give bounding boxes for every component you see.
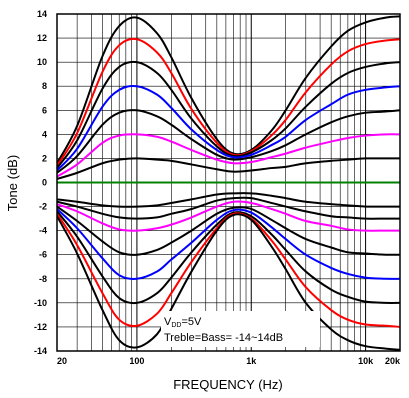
annotation-v: V xyxy=(164,316,172,328)
y-tick-label: 2 xyxy=(42,153,47,163)
y-tick-labels: 14 12 10 8 6 4 2 0 -2 -4 -6 -8 -10 -12 -14 xyxy=(34,9,47,356)
y-tick-label: 6 xyxy=(42,105,47,115)
series-line xyxy=(57,205,400,256)
x-tick-label: 20 xyxy=(57,356,67,366)
y-tick-label: -6 xyxy=(39,250,47,260)
series-line xyxy=(57,210,400,305)
y-tick-label: -14 xyxy=(34,346,47,356)
series-line xyxy=(57,133,400,178)
y-tick-label: 10 xyxy=(37,57,47,67)
y-tick-label: -4 xyxy=(39,226,47,236)
series-line xyxy=(57,192,400,208)
series-line xyxy=(57,37,400,167)
y-axis-label: Tone (dB) xyxy=(5,155,20,211)
y-tick-label: 0 xyxy=(42,178,47,188)
y-tick-label: -12 xyxy=(34,322,47,332)
plot-frame xyxy=(56,13,401,352)
x-axis-label: FREQUENCY (Hz) xyxy=(173,377,283,392)
y-tick-label: 4 xyxy=(42,129,47,139)
x-tick-label: 100 xyxy=(129,356,144,366)
y-tick-label: -8 xyxy=(39,274,47,284)
series-line xyxy=(57,60,400,170)
x-tick-label: 10k xyxy=(358,356,374,366)
series-line xyxy=(57,196,400,220)
annotation-value: =5V xyxy=(181,316,202,328)
series-line xyxy=(57,200,400,232)
y-tick-label: -2 xyxy=(39,202,47,212)
annotation-background xyxy=(161,311,320,347)
y-tick-label: -10 xyxy=(34,298,47,308)
y-tick-label: 14 xyxy=(37,9,47,19)
x-tick-label: 1k xyxy=(246,356,257,366)
annotation-line1: VDD=5V xyxy=(164,316,202,329)
series-line xyxy=(57,212,400,328)
series-line xyxy=(57,213,400,351)
series-line xyxy=(57,207,400,280)
series-line xyxy=(57,109,400,174)
series-group xyxy=(57,15,400,351)
annotation-line2: Treble=Bass= -14~14dB xyxy=(164,332,283,344)
annotation-box: VDD=5V Treble=Bass= -14~14dB xyxy=(161,311,320,347)
y-tick-label: 12 xyxy=(37,33,47,43)
series-line xyxy=(57,15,400,165)
series-line xyxy=(57,157,400,180)
series-line xyxy=(57,84,400,172)
annotation-subscript: DD xyxy=(171,322,181,329)
x-tick-labels: 20 100 1k 10k 20k xyxy=(57,356,401,366)
x-tick-label: 20k xyxy=(385,356,401,366)
y-tick-label: 8 xyxy=(42,81,47,91)
